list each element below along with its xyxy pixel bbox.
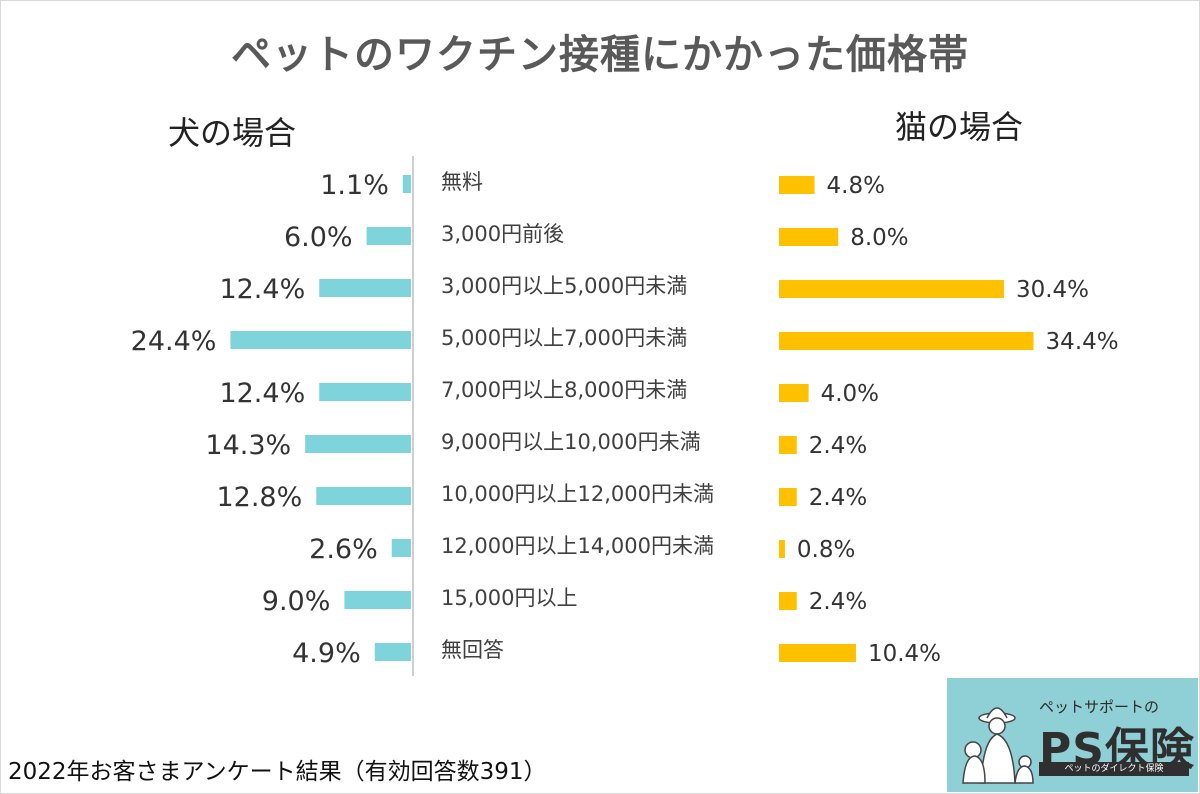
- dog-value-label: 4.9%: [292, 638, 361, 669]
- cat-value-label: 8.0%: [850, 225, 908, 251]
- survey-footnote: 2022年お客さまアンケート結果（有効回答数391）: [8, 759, 547, 785]
- butterfly-bar-chart: 1.1% 無料 4.8% 6.0% 3,000円前後 8.0% 12.4% 3,000円以上5…: [131, 156, 1119, 676]
- chart-title: ペットのワクチン接種にかかった価格帯: [231, 32, 969, 78]
- dog-value-label: 12.4%: [219, 378, 305, 409]
- dog-bar: [319, 279, 411, 297]
- category-label: 無料: [441, 170, 483, 194]
- dog-bar: [316, 487, 411, 505]
- cat-bar: [779, 176, 815, 194]
- cat-value-label: 10.4%: [868, 641, 941, 667]
- cat-section-label: 猫の場合: [895, 108, 1024, 146]
- logo-subtitle: ペットのダイレクト保険: [1039, 762, 1189, 776]
- cat-bar: [779, 592, 797, 610]
- cat-bar: [779, 280, 1004, 298]
- cat-value-label: 0.8%: [797, 537, 855, 563]
- dog-value-label: 12.4%: [219, 274, 305, 305]
- cat-bar: [779, 488, 797, 506]
- cat-bar: [779, 332, 1034, 350]
- category-label: 15,000円以上: [441, 586, 577, 610]
- cat-bar: [779, 384, 809, 402]
- dog-value-label: 2.6%: [309, 534, 378, 565]
- cat-bar: [779, 228, 839, 246]
- category-label: 無回答: [441, 638, 504, 662]
- category-label: 5,000円以上7,000円未満: [441, 326, 687, 350]
- category-label: 12,000円以上14,000円未満: [441, 534, 714, 558]
- dog-bar: [344, 591, 411, 609]
- dog-value-label: 14.3%: [205, 430, 291, 461]
- cat-value-label: 2.4%: [809, 589, 867, 615]
- cat-bar: [779, 436, 797, 454]
- dog-value-label: 1.1%: [320, 170, 389, 201]
- pets-illustration-icon: [962, 707, 1034, 784]
- dog-bar: [366, 227, 411, 245]
- dog-value-label: 12.8%: [216, 482, 302, 513]
- dog-value-label: 24.4%: [131, 326, 217, 357]
- cat-value-label: 2.4%: [809, 433, 867, 459]
- dog-bar: [319, 383, 411, 401]
- cat-bar: [779, 540, 785, 558]
- cat-value-label: 34.4%: [1046, 329, 1119, 355]
- category-label: 9,000円以上10,000円未満: [441, 430, 701, 454]
- category-label: 3,000円以上5,000円未満: [441, 274, 687, 298]
- dog-bar: [230, 331, 411, 349]
- dog-value-label: 6.0%: [284, 222, 353, 253]
- dog-section-label: 犬の場合: [168, 114, 297, 152]
- logo-tagline: ペットサポートの: [1039, 698, 1160, 716]
- dog-bar: [391, 539, 411, 557]
- category-label: 7,000円以上8,000円未満: [441, 378, 687, 402]
- cat-value-label: 4.0%: [821, 381, 879, 407]
- cat-bar: [779, 644, 856, 662]
- ps-insurance-logo[interactable]: ペットサポートの PS保険 ペットのダイレクト保険: [947, 678, 1198, 792]
- dog-bar: [402, 175, 411, 193]
- dog-value-label: 9.0%: [262, 586, 331, 617]
- category-label: 10,000円以上12,000円未満: [441, 482, 714, 506]
- cat-value-label: 2.4%: [809, 485, 867, 511]
- dog-bar: [305, 435, 411, 453]
- category-label: 3,000円前後: [441, 222, 564, 246]
- cat-value-label: 4.8%: [827, 173, 885, 199]
- dog-bar: [374, 643, 411, 661]
- cat-value-label: 30.4%: [1016, 277, 1089, 303]
